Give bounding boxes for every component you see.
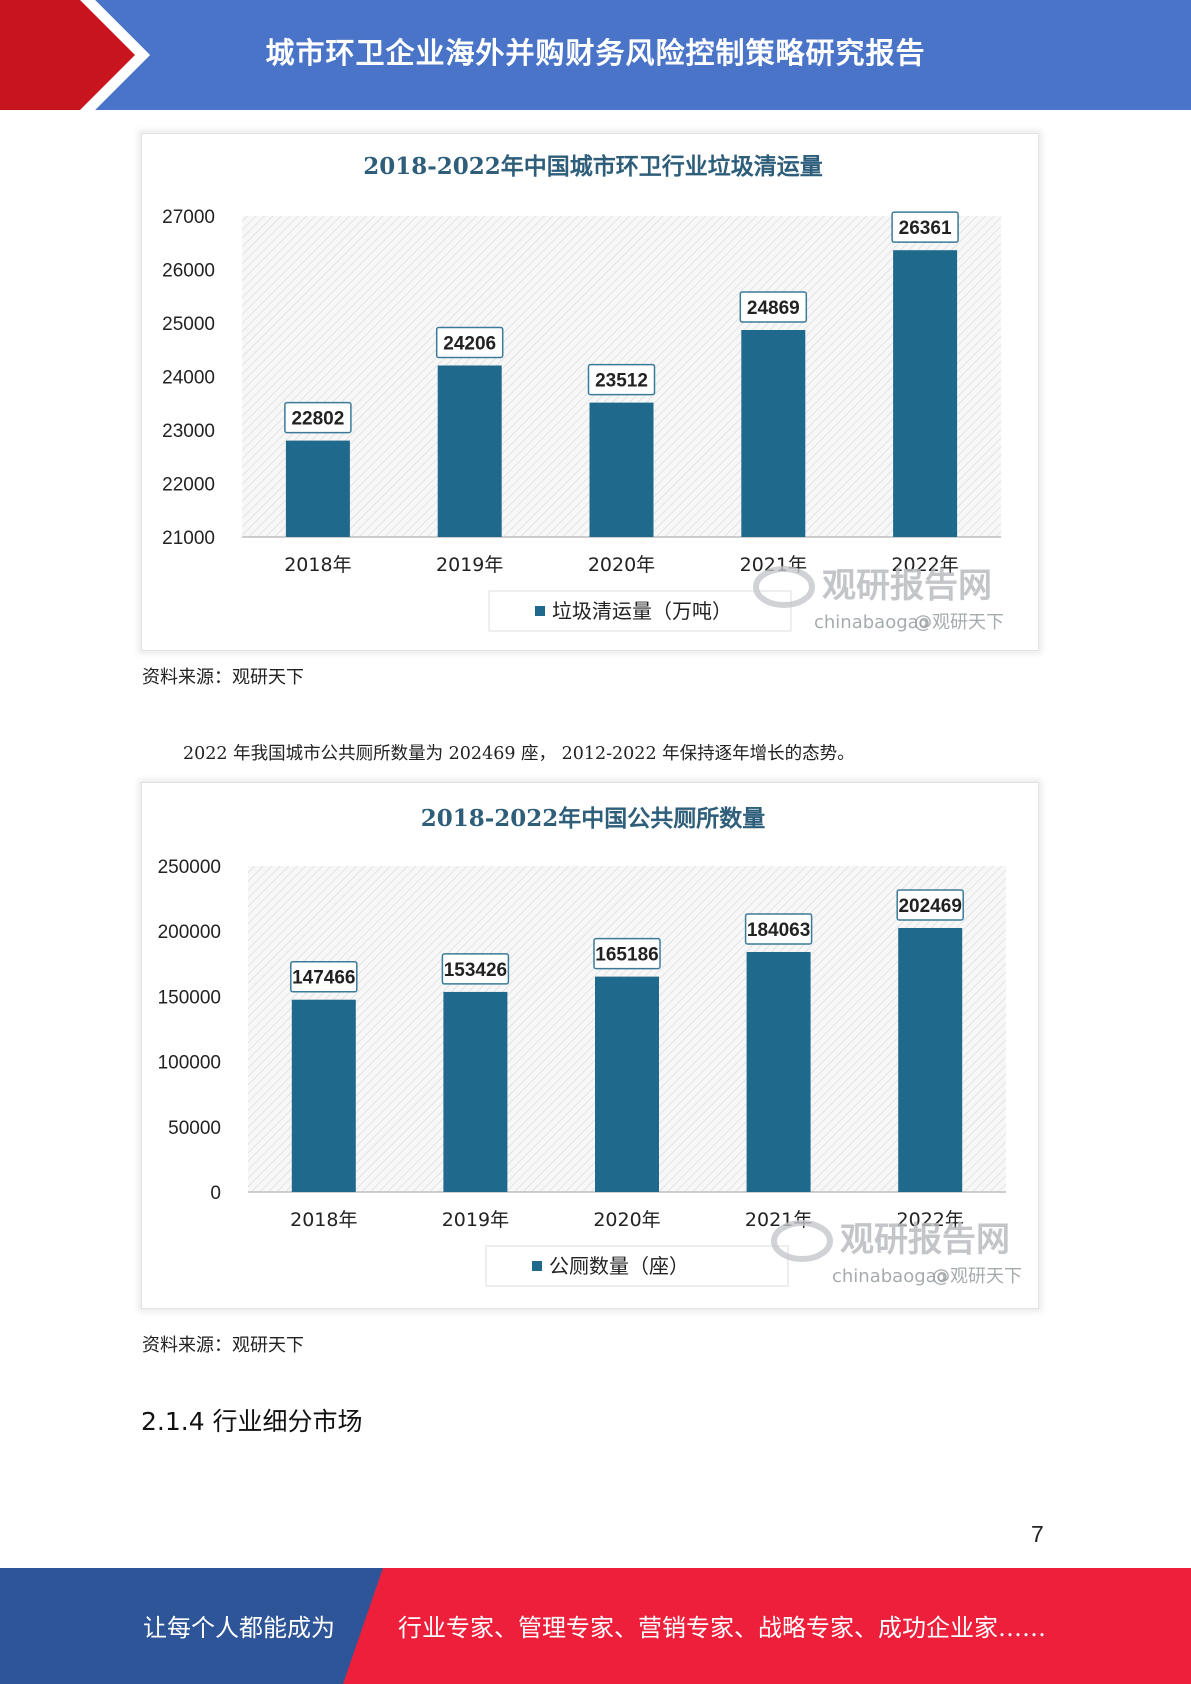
x-tick-label: 2018年 <box>290 1209 357 1231</box>
report-footer: 让每个人都能成为 行业专家、管理专家、营销专家、战略专家、成功企业家…… <box>0 1568 1191 1684</box>
report-title: 城市环卫企业海外并购财务风险控制策略研究报告 <box>265 36 926 70</box>
watermark-handle: @观研天下 <box>932 1266 1022 1287</box>
chart-title: 2018-2022年中国公共厕所数量 <box>421 805 766 832</box>
bar <box>595 976 659 1192</box>
data-label-box <box>587 363 656 396</box>
bar <box>285 440 350 537</box>
y-tick-label: 21000 <box>162 528 215 549</box>
data-label-box <box>435 326 504 359</box>
report-header: 城市环卫企业海外并购财务风险控制策略研究报告 <box>0 0 1191 110</box>
data-label: 165186 <box>595 945 658 966</box>
x-tick-label: 2022年 <box>891 554 958 576</box>
watermark-logo-icon <box>771 1220 833 1262</box>
legend-swatch <box>535 606 545 616</box>
footer-slogan-left: 让每个人都能成为 <box>143 1614 335 1642</box>
y-tick-label: 25000 <box>162 314 215 335</box>
footer-slogan-right: 行业专家、管理专家、营销专家、战略专家、成功企业家…… <box>398 1614 1046 1642</box>
watermark-handle: @观研天下 <box>914 612 1004 633</box>
legend-label: 公厕数量（座） <box>549 1254 689 1278</box>
y-tick-label: 22000 <box>162 475 215 496</box>
watermark-site: chinabaogao <box>832 1266 948 1287</box>
x-tick-label: 2020年 <box>588 554 655 576</box>
watermark-brand: 观研报告网 <box>822 566 992 606</box>
legend-label: 垃圾清运量（万吨） <box>552 599 732 623</box>
watermark-brand: 观研报告网 <box>840 1220 1010 1260</box>
page-number: 7 <box>1031 1521 1044 1547</box>
data-label: 153426 <box>444 960 507 981</box>
footer-banner <box>0 1568 1191 1684</box>
x-tick-label: 2022年 <box>897 1209 964 1231</box>
watermark: 观研报告网 chinabaogao@观研天下 <box>753 566 1004 633</box>
chart-public-toilets: 2018-2022年中国公共厕所数量 250000 200000 150000 1000… <box>158 805 1022 1287</box>
legend-swatch <box>532 1261 542 1271</box>
bar <box>893 250 958 537</box>
y-tick-label: 0 <box>210 1183 221 1204</box>
data-label-box <box>739 291 808 323</box>
y-tick-label: 50000 <box>168 1118 221 1139</box>
data-label: 23512 <box>595 371 648 392</box>
x-tick-label: 2020年 <box>593 1209 660 1231</box>
watermark-logo-icon <box>753 566 815 608</box>
section-heading: 2.1.4 行业细分市场 <box>141 1407 363 1436</box>
watermark-site: chinabaogao <box>814 612 930 633</box>
y-tick-label: 150000 <box>158 987 221 1008</box>
data-label: 22802 <box>291 409 344 430</box>
data-label-box <box>896 889 964 921</box>
watermark: 观研报告网 chinabaogao@观研天下 <box>771 1220 1022 1287</box>
chart-card-public-toilets: 2018-2022年中国公共厕所数量 250000 200000 150000 1000… <box>141 782 1039 1309</box>
data-label-box <box>290 960 358 993</box>
y-tick-label: 100000 <box>158 1053 221 1074</box>
y-tick-label: 200000 <box>158 922 221 943</box>
data-label-box <box>744 913 813 945</box>
data-label-box <box>441 953 510 985</box>
chart-title: 2018-2022年中国城市环卫行业垃圾清运量 <box>363 153 823 180</box>
y-tick-label: 23000 <box>162 421 215 442</box>
bar <box>443 991 508 1192</box>
bar <box>291 999 356 1192</box>
x-tick-label: 2018年 <box>284 554 351 576</box>
y-tick-label: 27000 <box>162 207 215 228</box>
data-label-box <box>891 211 959 243</box>
y-tick-label: 250000 <box>158 857 221 878</box>
data-label: 147466 <box>292 968 355 989</box>
header-arrow-icon <box>0 0 150 110</box>
bar <box>437 365 502 537</box>
data-label: 202469 <box>898 896 961 917</box>
chart-source-note: 资料来源：观研天下 <box>142 1335 304 1356</box>
data-label: 24206 <box>443 333 496 354</box>
bar <box>898 927 963 1192</box>
bar <box>741 330 806 537</box>
chart-waste-collection: 2018-2022年中国城市环卫行业垃圾清运量 27000 26000 25000 24… <box>162 153 1004 633</box>
data-label: 184063 <box>747 920 810 941</box>
x-tick-label: 2019年 <box>436 554 503 576</box>
bar <box>746 951 811 1192</box>
chart-card-waste-collection: 2018-2022年中国城市环卫行业垃圾清运量 27000 26000 25000 24… <box>141 133 1039 651</box>
body-paragraph: 2022 年我国城市公共厕所数量为 202469 座， 2012-2022 年保… <box>183 744 855 764</box>
y-tick-label: 24000 <box>162 368 215 389</box>
bar <box>589 402 654 537</box>
y-tick-label: 26000 <box>162 261 215 282</box>
data-label: 24869 <box>747 298 800 319</box>
data-label-box <box>284 401 352 434</box>
data-label-box <box>593 937 661 970</box>
chart-source-note: 资料来源：观研天下 <box>142 667 304 688</box>
data-label: 26361 <box>899 218 952 239</box>
x-tick-label: 2019年 <box>442 1209 509 1231</box>
